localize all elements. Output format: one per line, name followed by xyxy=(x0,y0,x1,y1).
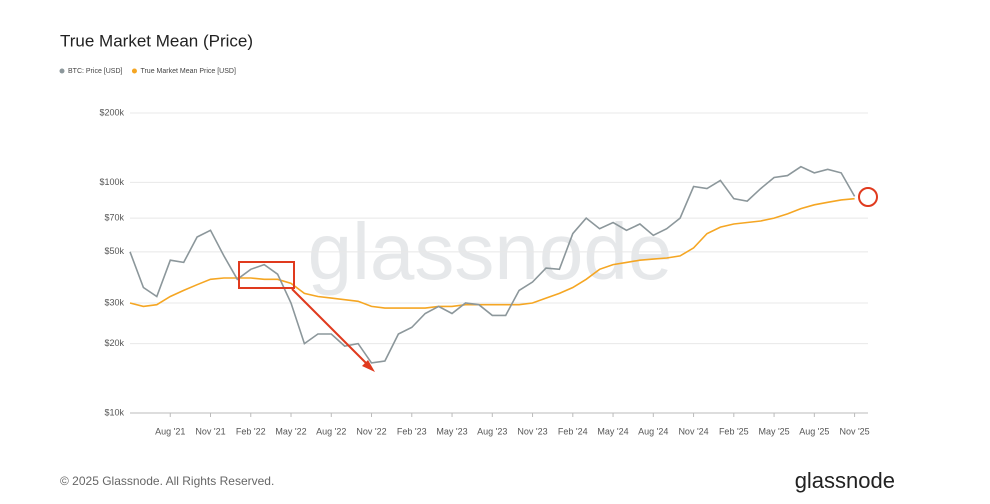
y-tick-label: $50k xyxy=(104,246,124,256)
x-tick-label: Aug '23 xyxy=(477,426,507,436)
y-tick-label: $30k xyxy=(104,297,124,307)
x-tick-label: Aug '21 xyxy=(155,426,185,436)
x-tick-label: Nov '22 xyxy=(356,426,386,436)
x-tick-label: May '23 xyxy=(436,426,467,436)
x-tick-label: May '22 xyxy=(275,426,306,436)
y-tick-label: $100k xyxy=(99,177,124,187)
highlight-box xyxy=(238,261,295,289)
x-tick-label: Nov '23 xyxy=(517,426,547,436)
x-tick-label: May '24 xyxy=(597,426,628,436)
arrow-head xyxy=(362,360,375,372)
x-tick-label: Nov '24 xyxy=(678,426,708,436)
x-tick-label: Aug '24 xyxy=(638,426,668,436)
series-line xyxy=(129,197,855,309)
x-tick-label: Aug '22 xyxy=(316,426,346,436)
x-tick-label: Feb '25 xyxy=(719,426,749,436)
y-tick-label: $20k xyxy=(104,338,124,348)
y-tick-label: $10k xyxy=(104,407,124,417)
legend-swatch xyxy=(131,68,137,74)
series-line xyxy=(129,165,856,364)
x-tick-label: Feb '22 xyxy=(236,426,266,436)
brand-logo: glassnode xyxy=(795,468,895,493)
y-tick-label: $70k xyxy=(104,213,124,223)
highlight-circle xyxy=(858,187,878,207)
x-tick-label: Nov '25 xyxy=(839,426,869,436)
x-tick-label: Nov '21 xyxy=(195,426,225,436)
x-tick-label: Aug '25 xyxy=(799,426,829,436)
x-tick-label: May '25 xyxy=(758,426,789,436)
legend-label: BTC: Price [USD] xyxy=(68,68,123,75)
chart-title: True Market Mean (Price) xyxy=(60,31,253,50)
plot-area: $10k $20k $30k $50k $70k $100k $200k Aug '21 Nov… xyxy=(99,107,869,436)
x-tick-label: Feb '24 xyxy=(558,426,588,436)
annotation-arrow xyxy=(291,288,371,368)
y-tick-label: $200k xyxy=(99,107,124,117)
legend-label: True Market Mean Price [USD] xyxy=(140,68,235,75)
legend-swatch xyxy=(59,68,65,74)
footer: © 2025 Glassnode. All Rights Reserved. xyxy=(60,474,274,488)
x-tick-label: Feb '23 xyxy=(397,426,427,436)
